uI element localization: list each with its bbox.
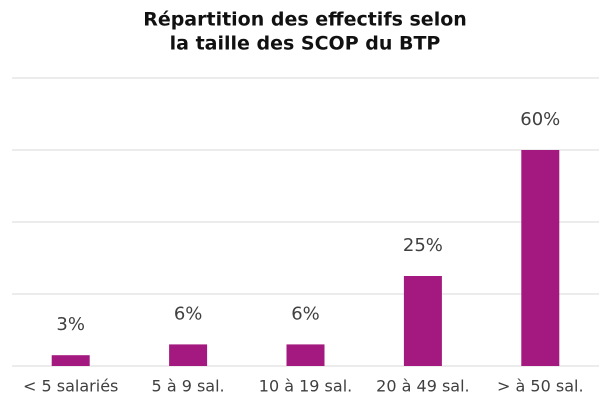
x-tick-label: 10 à 19 sal. — [259, 377, 352, 396]
bar — [403, 276, 442, 366]
x-tick-label: < 5 salariés — [23, 377, 118, 396]
data-label: 6% — [174, 303, 203, 324]
bar — [286, 344, 325, 366]
data-label: 25% — [403, 235, 443, 256]
data-label: 6% — [291, 303, 320, 324]
bar — [169, 344, 208, 366]
data-label: 3% — [56, 314, 85, 335]
x-tick-label: 20 à 49 sal. — [376, 377, 469, 396]
data-label: 60% — [520, 109, 560, 130]
chart-title: Répartition des effectifs selon — [143, 9, 467, 31]
chart-title: la taille des SCOP du BTP — [170, 33, 441, 55]
x-tick-label: 5 à 9 sal. — [152, 377, 225, 396]
bar — [51, 355, 90, 366]
x-tick-label: > à 50 sal. — [497, 377, 584, 396]
bar — [521, 150, 560, 366]
